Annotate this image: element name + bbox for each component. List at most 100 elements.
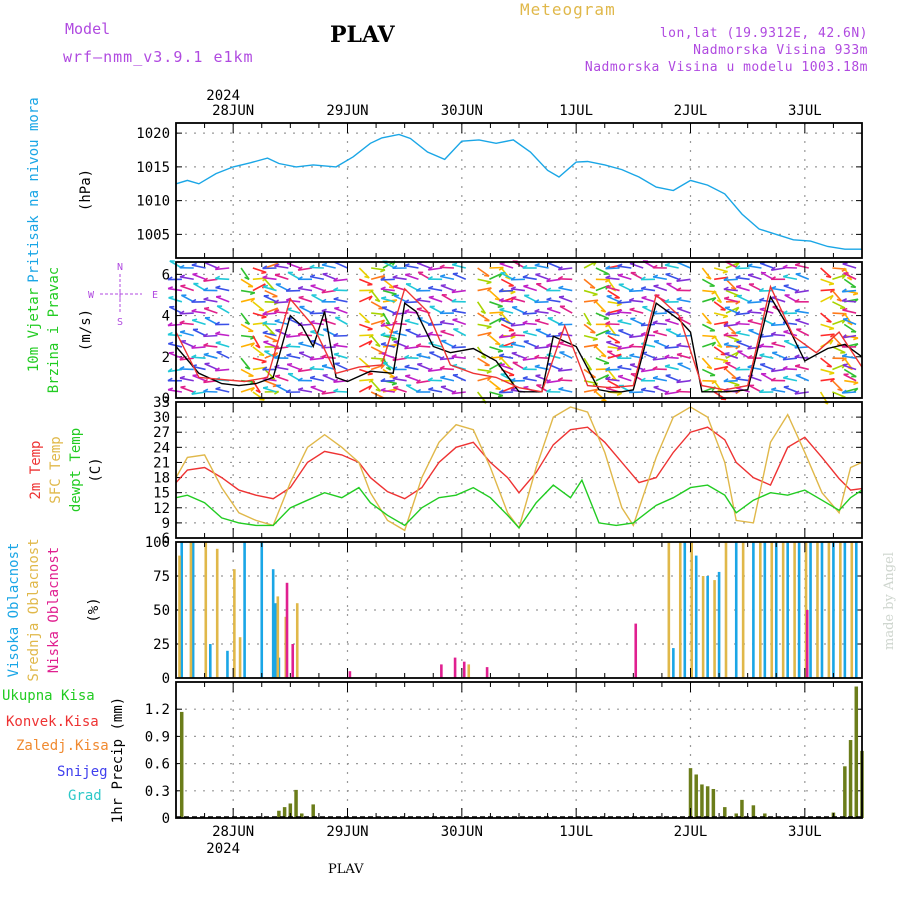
wind-arrow-head bbox=[261, 271, 267, 275]
wind-arrow bbox=[275, 384, 289, 393]
wind-arrow-head bbox=[617, 273, 624, 276]
wind-arrow bbox=[783, 275, 798, 281]
wind-arrow bbox=[477, 312, 490, 322]
wind-arrow-head bbox=[309, 356, 315, 361]
wind-arrow bbox=[842, 300, 857, 303]
wind-arrow-head bbox=[522, 320, 528, 324]
bar-cloud bbox=[672, 648, 675, 678]
wind-arrow bbox=[439, 321, 455, 326]
pressure-axis-label: Pritisak na nivou mora bbox=[26, 97, 42, 282]
bar-cloud bbox=[850, 542, 854, 678]
wind-arrow bbox=[215, 267, 230, 271]
wind-arrow bbox=[782, 357, 798, 361]
wind-arrow bbox=[606, 341, 620, 348]
wind-arrow bbox=[534, 319, 549, 326]
wind-arrow-head bbox=[498, 356, 504, 361]
y-tick-label: 1015 bbox=[136, 160, 170, 176]
wind-arrow-head bbox=[664, 390, 670, 395]
wind-arrow-head bbox=[736, 340, 742, 343]
wind-arrow bbox=[607, 380, 621, 389]
wind-arrow-head bbox=[262, 320, 268, 325]
panel-frame bbox=[175, 681, 863, 819]
wind-arrow-head bbox=[374, 298, 381, 303]
wind-arrow bbox=[583, 334, 598, 340]
wind-arrow-head bbox=[499, 307, 505, 311]
wind-arrow-head bbox=[629, 363, 636, 366]
wind-arrow-head bbox=[439, 355, 445, 361]
wind-arrow-head bbox=[640, 367, 646, 373]
wind-arrow-head bbox=[263, 340, 269, 343]
precip-legend-item: Ukupna Kisa bbox=[2, 688, 95, 704]
wind-arrow-head bbox=[605, 320, 611, 325]
wind-arrow-head bbox=[616, 392, 622, 396]
wind-arrow bbox=[240, 278, 254, 288]
wind-arrow bbox=[664, 365, 679, 371]
wind-arrow-head bbox=[853, 337, 859, 341]
wind-arrow bbox=[794, 346, 809, 349]
wind-arrow bbox=[771, 296, 786, 303]
date-label-bottom: 3JUL bbox=[788, 824, 822, 840]
y-tick-label: 24 bbox=[153, 440, 170, 456]
wind-arrow bbox=[334, 362, 348, 371]
wind-arrow bbox=[264, 278, 275, 291]
wind-arrow-head bbox=[380, 275, 386, 280]
wind-arrow bbox=[309, 357, 324, 361]
wind-arrow bbox=[724, 352, 739, 359]
wind-arrow-head bbox=[427, 377, 433, 381]
wind-arrow bbox=[759, 299, 774, 303]
wind-arrow-head bbox=[590, 331, 596, 334]
wind-arrow bbox=[606, 350, 620, 359]
wind-arrow-head bbox=[297, 377, 303, 382]
wind-arrow bbox=[701, 323, 716, 332]
wind-arrow-head bbox=[676, 287, 682, 292]
wind-arrow-head bbox=[665, 318, 671, 322]
wind-arrow-head bbox=[523, 284, 529, 288]
wind-arrow-head bbox=[534, 364, 540, 368]
bar-cloud bbox=[827, 542, 831, 678]
series-line-wind-1 bbox=[175, 284, 863, 393]
wind-arrow-head bbox=[380, 332, 386, 336]
wind-arrow bbox=[747, 311, 762, 314]
wind-arrow-head bbox=[837, 388, 843, 392]
date-label-top: 30JUN bbox=[441, 103, 483, 119]
wind-arrow bbox=[676, 353, 691, 359]
wind-arrow-head bbox=[388, 286, 395, 289]
wind-arrow bbox=[204, 261, 218, 269]
wind-arrow-head bbox=[498, 389, 504, 394]
wind-arrow-head bbox=[274, 318, 280, 322]
wind-axis-label-2: Brzina i Pravac bbox=[46, 267, 62, 393]
wind-arrow-head bbox=[498, 297, 505, 302]
wind-arrow bbox=[252, 346, 265, 356]
wind-arrow bbox=[653, 340, 668, 348]
wind-arrow bbox=[747, 265, 762, 269]
wind-arrow bbox=[546, 308, 561, 314]
wind-arrow bbox=[652, 276, 667, 281]
wind-arrow-head bbox=[723, 378, 729, 383]
wind-arrow-head bbox=[417, 362, 423, 366]
wind-arrow-head bbox=[215, 341, 221, 344]
wind-arrow bbox=[820, 377, 835, 382]
wind-arrow bbox=[168, 342, 183, 348]
wind-arrow-head bbox=[451, 298, 457, 303]
wind-arrow bbox=[416, 262, 431, 269]
wind-arrow bbox=[404, 319, 419, 326]
wind-arrow-head bbox=[285, 389, 291, 393]
wind-arrow bbox=[358, 312, 371, 324]
wind-arrow bbox=[535, 273, 549, 281]
wind-arrow-head bbox=[333, 277, 339, 282]
wind-arrow-head bbox=[723, 276, 729, 281]
wind-arrow-head bbox=[794, 308, 800, 312]
wind-arrow bbox=[191, 310, 206, 314]
wind-arrow bbox=[831, 380, 843, 392]
wind-arrow-head bbox=[310, 329, 316, 333]
wind-arrow-head bbox=[391, 382, 397, 386]
wind-arrow bbox=[771, 287, 786, 292]
wind-arrow-head bbox=[214, 367, 220, 372]
wind-arrow bbox=[286, 299, 301, 303]
wind-arrow-head bbox=[298, 295, 304, 299]
wind-arrow bbox=[605, 277, 620, 281]
bar-cloud bbox=[854, 542, 858, 678]
wind-arrow bbox=[795, 319, 810, 326]
wind-arrow-head bbox=[497, 350, 503, 353]
wind-arrow bbox=[820, 312, 832, 323]
